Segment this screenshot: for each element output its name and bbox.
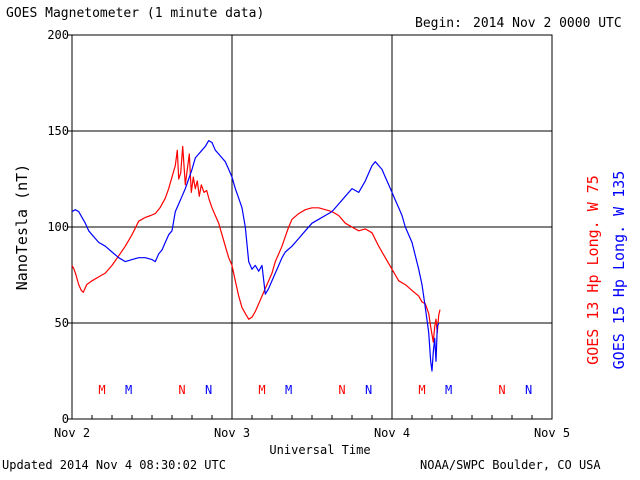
y-tick-label: 150: [47, 124, 69, 138]
x-tick-label: Nov 5: [534, 426, 570, 440]
marker-label: M: [98, 383, 105, 397]
marker-label: N: [338, 383, 345, 397]
x-tick-label: Nov 4: [374, 426, 410, 440]
marker-label: M: [125, 383, 132, 397]
x-axis-label: Universal Time: [269, 443, 370, 457]
marker-label: N: [205, 383, 212, 397]
x-tick-label: Nov 2: [54, 426, 90, 440]
y-tick-label: 50: [55, 316, 69, 330]
marker-label: M: [285, 383, 292, 397]
chart-title: GOES Magnetometer (1 minute data): [6, 6, 265, 21]
marker-label: N: [498, 383, 505, 397]
y-axis-label: NanoTesla (nT): [13, 164, 31, 290]
credit-text: NOAA/SWPC Boulder, CO USA: [420, 458, 601, 472]
x-tick-label: Nov 3: [214, 426, 250, 440]
marker-label: M: [418, 383, 425, 397]
goes13-side-label: GOES 13 Hp Long. W 75: [584, 175, 602, 365]
goes13-series-line: [71, 145, 441, 343]
y-tick-label: 200: [47, 28, 69, 42]
marker-label: N: [365, 383, 372, 397]
marker-label: M: [258, 383, 265, 397]
marker-label: M: [445, 383, 452, 397]
begin-label: Begin:: [415, 16, 462, 31]
updated-timestamp: Updated 2014 Nov 4 08:30:02 UTC: [2, 458, 226, 472]
goes15-series-line: [71, 140, 440, 372]
marker-label: N: [178, 383, 185, 397]
begin-value: 2014 Nov 2 0000 UTC: [473, 16, 622, 31]
goes15-side-label: GOES 15 Hp Long. W 135: [610, 171, 628, 370]
y-tick-label: 100: [47, 220, 69, 234]
y-tick-label: 0: [62, 412, 69, 426]
marker-label: N: [525, 383, 532, 397]
